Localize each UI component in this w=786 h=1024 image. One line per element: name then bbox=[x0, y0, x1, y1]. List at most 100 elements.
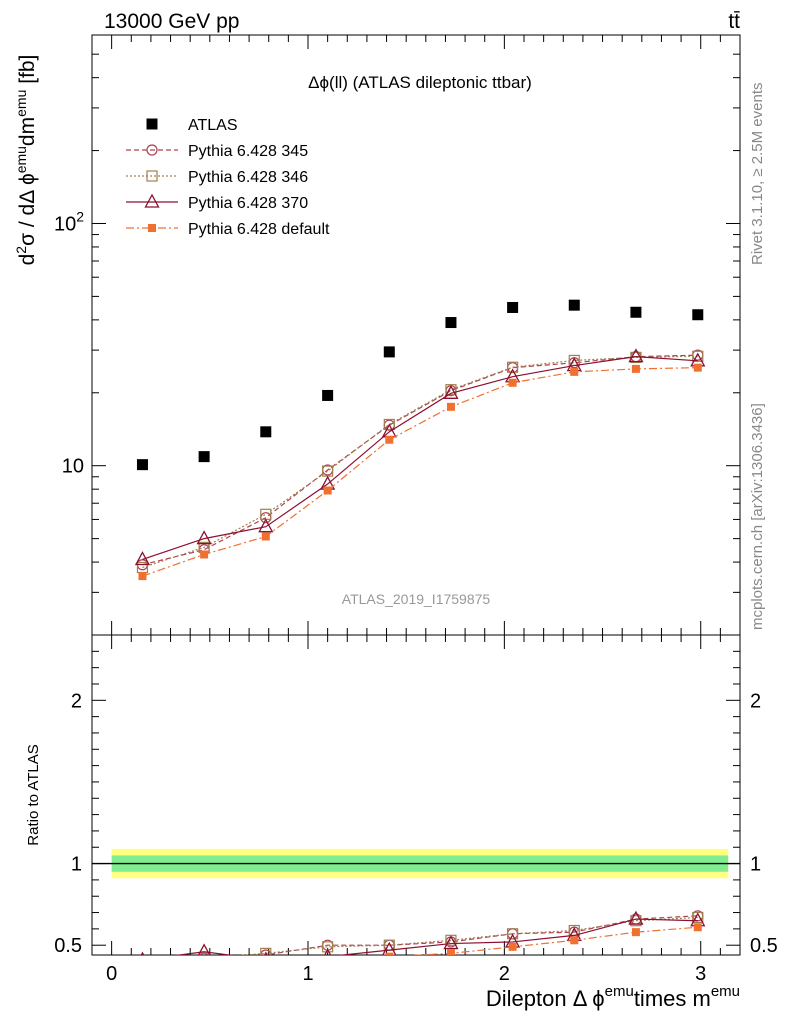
ratio-data-point bbox=[507, 928, 519, 940]
series-3 bbox=[134, 348, 706, 566]
series-0 bbox=[136, 299, 704, 471]
main-ytick-label: 10 bbox=[62, 456, 84, 478]
data-point bbox=[630, 306, 642, 318]
ratio-data-point bbox=[631, 928, 640, 937]
ratio-series-3 bbox=[138, 923, 702, 974]
data-point bbox=[136, 459, 148, 471]
data-point bbox=[692, 309, 704, 321]
main-series-group bbox=[134, 299, 706, 581]
xtick-label: 2 bbox=[499, 963, 510, 985]
data-point bbox=[196, 530, 212, 545]
data-point bbox=[260, 426, 272, 438]
ratio-data-point bbox=[200, 959, 208, 967]
data-point bbox=[692, 350, 704, 362]
data-point bbox=[385, 435, 394, 444]
ratio-data-point bbox=[446, 949, 455, 955]
ratio-data-point bbox=[693, 923, 702, 932]
data-point bbox=[508, 378, 517, 387]
x-axis-label: Dilepton Δ ϕemutimes memu bbox=[486, 983, 740, 1011]
xtick-label: 3 bbox=[695, 963, 706, 985]
ratio-ytick-label-right: 0.5 bbox=[750, 935, 778, 957]
ratio-uncertainty-band bbox=[92, 848, 740, 879]
data-point bbox=[628, 348, 644, 363]
ratio-series-1 bbox=[137, 911, 704, 971]
data-point bbox=[138, 572, 147, 581]
series-4 bbox=[138, 363, 702, 581]
ratio-data-point bbox=[198, 952, 210, 955]
series-1 bbox=[136, 349, 704, 571]
ratio-series-2 bbox=[140, 910, 706, 955]
legend-marker bbox=[146, 144, 158, 156]
series-line bbox=[142, 354, 698, 566]
ratio-series-line bbox=[174, 918, 698, 955]
legend-entry: Pythia 6.428 345 bbox=[188, 143, 308, 160]
data-point bbox=[322, 389, 334, 401]
header-left: 13000 GeV pp bbox=[104, 10, 239, 33]
main-tick-group: 10 102 bbox=[54, 34, 740, 636]
mcplots-label: mcplots.cern.ch [arXiv:1306.3436] bbox=[749, 403, 766, 630]
data-point bbox=[258, 518, 274, 533]
legend-entry: ATLAS bbox=[188, 117, 238, 134]
ratio-data-point bbox=[570, 936, 579, 945]
data-point bbox=[445, 384, 457, 396]
ratio-ylabel: Ratio to ATLAS bbox=[25, 744, 42, 845]
data-point bbox=[383, 346, 395, 358]
legend-entry: Pythia 6.428 default bbox=[188, 221, 330, 238]
ratio-data-point bbox=[382, 941, 397, 955]
xtick-label: 1 bbox=[302, 963, 313, 985]
ratio-ytick-label-right: 2 bbox=[750, 690, 761, 712]
ratio-data-point bbox=[197, 943, 211, 955]
ratio-tick-group: 0.5 0.5 1 1 2 2 0 1 2 3 bbox=[54, 635, 778, 985]
ratio-series-0 bbox=[137, 910, 704, 970]
ratio-data-point bbox=[262, 962, 270, 970]
data-point bbox=[200, 550, 209, 559]
ratio-series-line bbox=[408, 926, 698, 955]
ratio-data-point bbox=[385, 952, 394, 955]
ratio-series-line bbox=[237, 916, 698, 955]
data-point bbox=[507, 361, 519, 373]
data-point bbox=[443, 384, 459, 399]
ratio-ytick-label-right: 1 bbox=[750, 854, 761, 876]
ratio-plot-frame bbox=[91, 634, 741, 956]
legend-marker bbox=[146, 118, 158, 130]
main-ylabel: d2σ / dΔ ϕemudmemu [fb] bbox=[13, 55, 39, 266]
ratio-ytick-label-left: 0.5 bbox=[54, 935, 82, 957]
ratio-data-point bbox=[137, 961, 147, 971]
legend-entry: Pythia 6.428 370 bbox=[188, 195, 308, 212]
data-point bbox=[631, 364, 640, 373]
ratio-data-point bbox=[324, 958, 332, 966]
legend-marker bbox=[146, 170, 158, 182]
ratio-data-point bbox=[443, 935, 459, 950]
series-line bbox=[142, 355, 698, 569]
data-point bbox=[134, 551, 151, 566]
main-ytick-label: 102 bbox=[54, 208, 84, 235]
rivet-label: Rivet 3.1.10, ≥ 2.5M events bbox=[749, 83, 766, 266]
ratio-data-point bbox=[137, 960, 147, 970]
series-line bbox=[142, 367, 698, 577]
chart-title: Δϕ(ll) (ATLAS dileptonic ttbar) bbox=[308, 73, 532, 92]
series-line bbox=[142, 356, 698, 561]
ratio-series-line bbox=[254, 915, 698, 955]
data-point bbox=[568, 299, 580, 311]
ratio-ytick-label-left: 1 bbox=[71, 854, 82, 876]
data-point bbox=[323, 486, 332, 495]
ratio-series-group bbox=[137, 910, 706, 974]
data-point bbox=[445, 317, 457, 329]
series-2 bbox=[136, 350, 704, 574]
data-point bbox=[570, 367, 579, 376]
data-point bbox=[198, 451, 210, 463]
legend-marker bbox=[148, 224, 156, 232]
data-point bbox=[507, 301, 519, 313]
ratio-data-point bbox=[628, 910, 644, 925]
ratio-data-point bbox=[138, 966, 146, 974]
legend: ATLAS Pythia 6.428 345 Pythia 6.428 346 Pyt… bbox=[126, 117, 330, 238]
ratio-data-point bbox=[508, 942, 517, 951]
ratio-data-point bbox=[260, 947, 272, 955]
data-point bbox=[446, 402, 455, 411]
ratio-ytick-label-left: 2 bbox=[71, 690, 82, 712]
analysis-id-label: ATLAS_2019_I1759875 bbox=[342, 591, 491, 607]
data-point bbox=[261, 532, 270, 541]
data-point bbox=[383, 418, 395, 431]
xtick-label: 0 bbox=[106, 963, 117, 985]
